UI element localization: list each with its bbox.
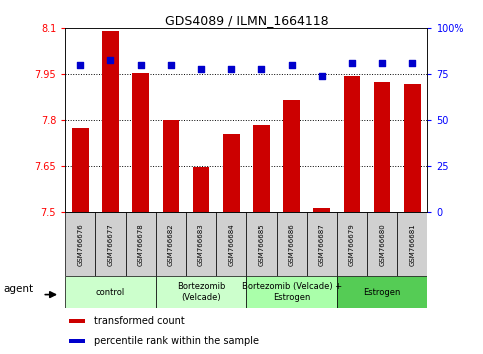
Text: GSM766681: GSM766681 <box>410 223 415 266</box>
Title: GDS4089 / ILMN_1664118: GDS4089 / ILMN_1664118 <box>165 14 328 27</box>
Bar <box>367 212 397 276</box>
Text: agent: agent <box>3 284 33 294</box>
Point <box>107 57 114 62</box>
Bar <box>337 276 427 308</box>
Bar <box>156 276 246 308</box>
Bar <box>65 276 156 308</box>
Bar <box>374 82 390 212</box>
Text: transformed count: transformed count <box>94 316 185 326</box>
Bar <box>126 212 156 276</box>
Bar <box>253 125 270 212</box>
Bar <box>102 32 119 212</box>
Bar <box>337 212 367 276</box>
Bar <box>193 167 209 212</box>
Bar <box>132 73 149 212</box>
Text: GSM766677: GSM766677 <box>108 223 114 266</box>
Text: GSM766686: GSM766686 <box>289 223 295 266</box>
Text: Bortezomib (Velcade) +
Estrogen: Bortezomib (Velcade) + Estrogen <box>242 282 341 302</box>
Text: GSM766680: GSM766680 <box>379 223 385 266</box>
Bar <box>344 76 360 212</box>
Bar <box>72 128 88 212</box>
Bar <box>223 134 240 212</box>
Text: GSM766685: GSM766685 <box>258 223 264 266</box>
Point <box>197 66 205 72</box>
Bar <box>313 208 330 212</box>
Bar <box>65 212 96 276</box>
Bar <box>156 212 186 276</box>
Point <box>288 62 296 68</box>
Point <box>348 61 356 66</box>
Text: GSM766683: GSM766683 <box>198 223 204 266</box>
Text: GSM766678: GSM766678 <box>138 223 143 266</box>
Point <box>76 62 84 68</box>
Point <box>378 61 386 66</box>
Text: GSM766682: GSM766682 <box>168 223 174 266</box>
Bar <box>163 120 179 212</box>
Bar <box>307 212 337 276</box>
Bar <box>96 212 126 276</box>
Text: GSM766684: GSM766684 <box>228 223 234 266</box>
Point <box>318 73 326 79</box>
Text: GSM766676: GSM766676 <box>77 223 83 266</box>
Bar <box>276 212 307 276</box>
Point <box>137 62 144 68</box>
Text: Estrogen: Estrogen <box>364 287 401 297</box>
Bar <box>284 101 300 212</box>
Bar <box>246 212 276 276</box>
Point <box>409 61 416 66</box>
Bar <box>69 319 85 323</box>
Point <box>167 62 175 68</box>
Text: Bortezomib
(Velcade): Bortezomib (Velcade) <box>177 282 225 302</box>
Bar <box>397 212 427 276</box>
Bar <box>404 84 421 212</box>
Bar <box>186 212 216 276</box>
Text: GSM766679: GSM766679 <box>349 223 355 266</box>
Point <box>227 66 235 72</box>
Bar <box>216 212 246 276</box>
Text: control: control <box>96 287 125 297</box>
Bar <box>246 276 337 308</box>
Text: GSM766687: GSM766687 <box>319 223 325 266</box>
Bar <box>69 339 85 343</box>
Point <box>257 66 265 72</box>
Text: percentile rank within the sample: percentile rank within the sample <box>94 336 259 346</box>
